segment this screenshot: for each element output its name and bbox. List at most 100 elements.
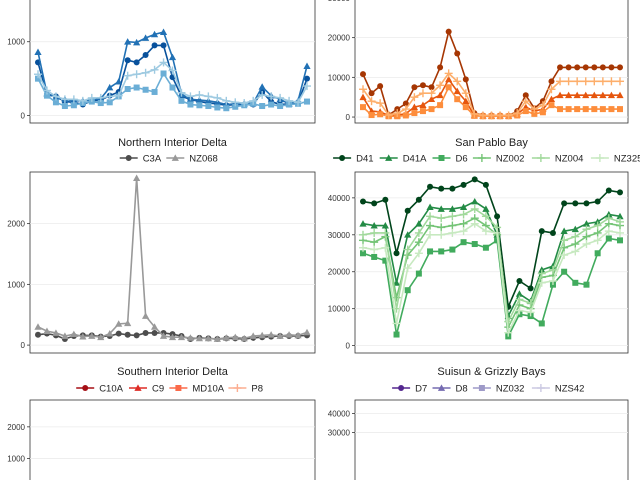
data-point <box>547 95 556 103</box>
data-point <box>259 103 266 110</box>
data-point <box>549 229 556 236</box>
data-point <box>426 221 435 230</box>
data-point <box>471 197 479 205</box>
data-point <box>240 99 249 108</box>
data-point <box>590 91 598 99</box>
y-tick-label: 0 <box>21 341 26 350</box>
data-point <box>106 99 113 106</box>
legend-label: MD10A <box>192 384 224 395</box>
data-point <box>249 332 257 339</box>
data-point <box>598 77 607 86</box>
data-point <box>240 334 248 342</box>
data-point <box>168 53 177 61</box>
legend-label: NZ002 <box>496 154 525 165</box>
y-tick-label: 20000 <box>328 34 351 43</box>
data-point <box>522 108 529 115</box>
data-point <box>449 185 456 192</box>
data-point <box>402 112 409 119</box>
data-point <box>382 257 389 264</box>
data-point <box>132 70 141 79</box>
data-point <box>277 103 284 110</box>
data-point <box>537 269 546 278</box>
data-point <box>187 101 194 108</box>
data-point <box>377 111 384 118</box>
data-point <box>222 96 231 105</box>
data-point <box>78 96 87 105</box>
y-tick-label: 1000 <box>7 38 25 47</box>
y-tick-label: 2000 <box>7 220 25 229</box>
legend-key-marker <box>134 384 142 391</box>
data-point <box>151 42 158 49</box>
data-point <box>303 328 311 336</box>
y-tick-label: 40000 <box>328 194 351 203</box>
data-point <box>426 230 435 239</box>
data-point <box>548 265 557 274</box>
data-point <box>304 98 310 105</box>
data-point <box>599 91 607 99</box>
legend-label: NZ068 <box>189 154 218 165</box>
series-line <box>362 208 621 325</box>
data-point <box>382 196 389 203</box>
data-point <box>574 64 581 71</box>
legend-label: C3A <box>143 154 162 165</box>
data-point <box>178 97 185 104</box>
data-point <box>294 331 302 339</box>
data-point <box>448 221 457 230</box>
legend-key-marker <box>398 385 405 391</box>
data-point <box>381 243 390 252</box>
data-point <box>360 71 366 78</box>
legend-key-marker <box>339 155 346 161</box>
legend: D7 D8 NZ032 NZS42 <box>392 384 584 395</box>
data-point <box>402 100 409 107</box>
data-point <box>459 210 468 219</box>
data-point <box>515 295 524 304</box>
data-point <box>581 77 590 86</box>
data-point <box>582 225 591 234</box>
data-point <box>461 89 470 98</box>
data-point <box>593 221 602 230</box>
series-group <box>359 28 624 120</box>
data-point <box>436 81 445 90</box>
legend: D41 D41A D6 NZ002 NZ004 NZ325 <box>333 154 640 165</box>
data-point <box>608 106 615 113</box>
data-point <box>360 198 366 205</box>
data-point <box>276 93 285 102</box>
data-point <box>392 319 401 328</box>
panel-border <box>29 171 316 354</box>
data-point <box>599 64 606 71</box>
data-point <box>478 111 487 120</box>
data-point <box>371 253 378 260</box>
data-point <box>617 64 623 71</box>
data-point <box>437 102 444 109</box>
data-point <box>605 187 612 194</box>
data-point <box>115 320 123 327</box>
data-point <box>487 111 496 120</box>
panel-title: Southern Interior Delta <box>117 366 229 378</box>
data-point <box>168 66 177 75</box>
data-point <box>43 92 50 99</box>
data-point <box>415 220 423 227</box>
data-point <box>548 102 555 109</box>
data-point <box>415 196 422 203</box>
data-point <box>60 95 69 104</box>
data-point <box>359 85 367 94</box>
data-point <box>560 251 569 260</box>
data-point <box>393 250 400 257</box>
panel-border <box>354 0 629 124</box>
panel-title: Northern Interior Delta <box>118 137 228 149</box>
data-point <box>616 91 624 99</box>
data-point <box>593 236 602 245</box>
data-point <box>285 96 294 105</box>
data-point <box>590 77 599 86</box>
data-point <box>427 248 434 255</box>
data-point <box>560 227 568 234</box>
data-point <box>70 330 78 338</box>
data-point <box>459 227 468 236</box>
data-point <box>448 228 457 237</box>
data-point <box>186 92 195 101</box>
data-point <box>381 228 390 237</box>
data-point <box>150 30 159 38</box>
series-line <box>362 237 621 340</box>
panel-title: Suisun & Grizzly Bays <box>437 366 546 378</box>
data-point <box>150 323 159 330</box>
